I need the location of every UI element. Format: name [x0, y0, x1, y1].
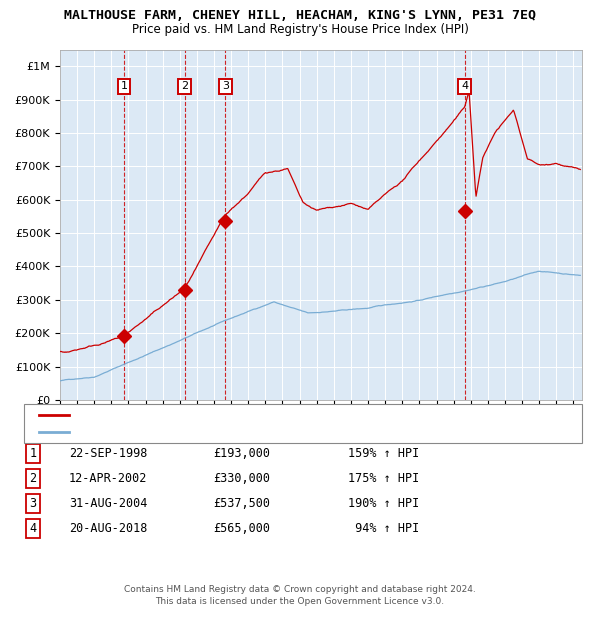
Text: 94% ↑ HPI: 94% ↑ HPI: [348, 522, 419, 534]
Text: 22-SEP-1998: 22-SEP-1998: [69, 448, 148, 460]
Text: 4: 4: [461, 81, 468, 91]
Text: MALTHOUSE FARM, CHENEY HILL, HEACHAM, KING'S LYNN, PE31 7EQ: MALTHOUSE FARM, CHENEY HILL, HEACHAM, KI…: [64, 9, 536, 22]
Text: 3: 3: [29, 497, 37, 510]
Text: 1: 1: [29, 448, 37, 460]
Text: HPI: Average price, detached house, King's Lynn and West Norfolk: HPI: Average price, detached house, King…: [72, 427, 401, 437]
Text: £537,500: £537,500: [213, 497, 270, 510]
Text: 4: 4: [29, 522, 37, 534]
Text: 190% ↑ HPI: 190% ↑ HPI: [348, 497, 419, 510]
Text: Contains HM Land Registry data © Crown copyright and database right 2024.
This d: Contains HM Land Registry data © Crown c…: [124, 585, 476, 606]
Text: 2: 2: [181, 81, 188, 91]
Text: 2: 2: [29, 472, 37, 485]
Text: £565,000: £565,000: [213, 522, 270, 534]
Text: MALTHOUSE FARM, CHENEY HILL, HEACHAM, KING'S LYNN, PE31 7EQ (detached house): MALTHOUSE FARM, CHENEY HILL, HEACHAM, KI…: [72, 410, 505, 420]
Text: £330,000: £330,000: [213, 472, 270, 485]
Text: 3: 3: [222, 81, 229, 91]
Text: 31-AUG-2004: 31-AUG-2004: [69, 497, 148, 510]
Text: 20-AUG-2018: 20-AUG-2018: [69, 522, 148, 534]
Text: Price paid vs. HM Land Registry's House Price Index (HPI): Price paid vs. HM Land Registry's House …: [131, 23, 469, 36]
Text: 159% ↑ HPI: 159% ↑ HPI: [348, 448, 419, 460]
Text: £193,000: £193,000: [213, 448, 270, 460]
Text: 1: 1: [121, 81, 127, 91]
Text: 12-APR-2002: 12-APR-2002: [69, 472, 148, 485]
Text: 175% ↑ HPI: 175% ↑ HPI: [348, 472, 419, 485]
